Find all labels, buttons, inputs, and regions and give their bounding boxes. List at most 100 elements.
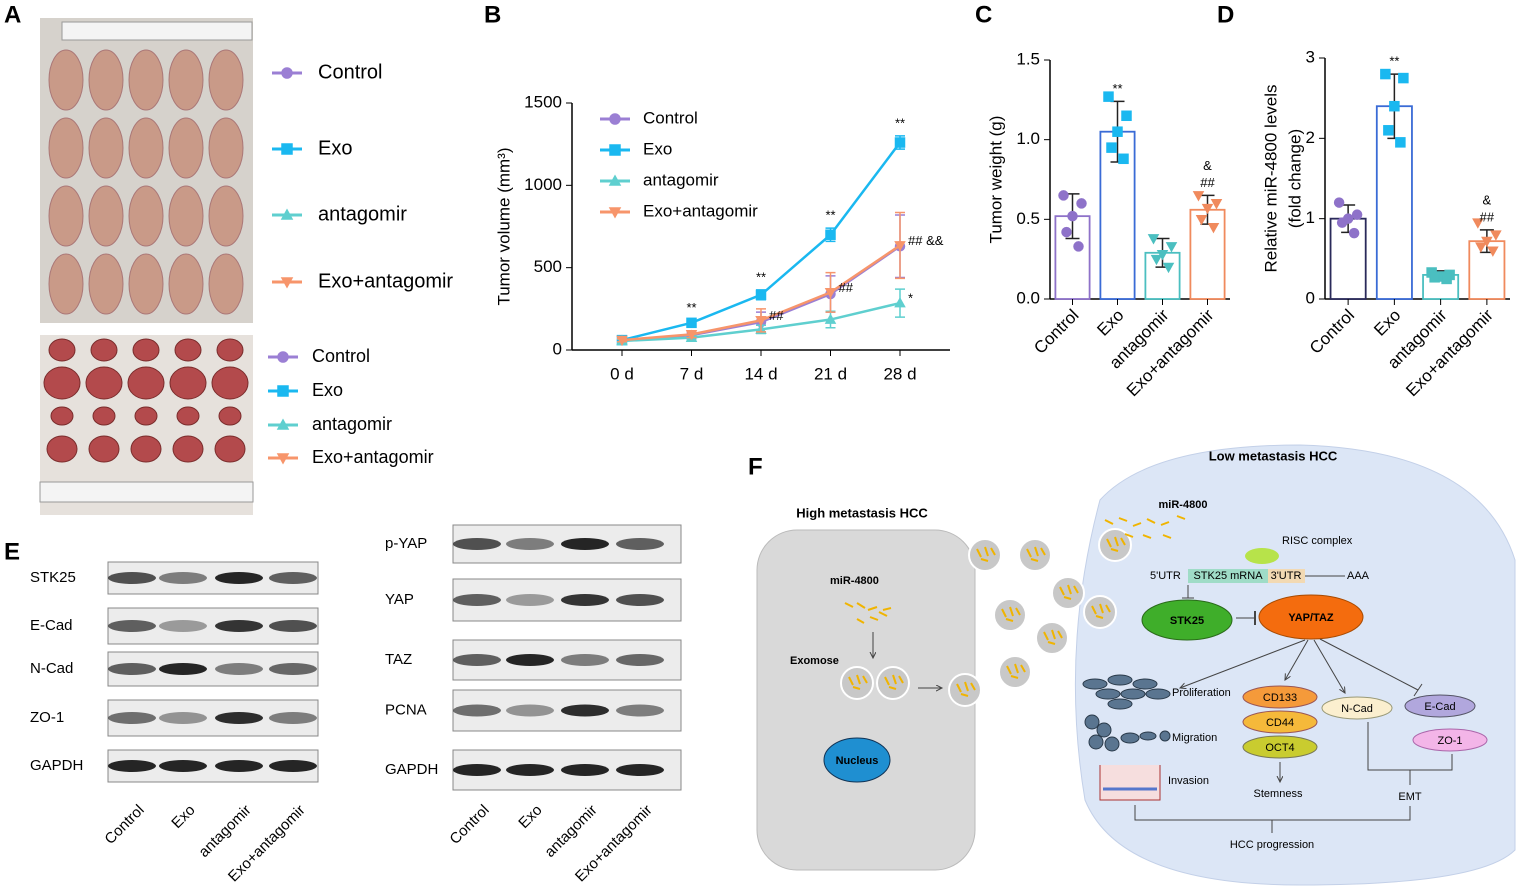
mirna [1001, 606, 1021, 622]
mouse [168, 117, 204, 179]
tumor [127, 366, 165, 400]
x-tick-label: 0 d [610, 364, 634, 383]
mirna [1091, 603, 1111, 619]
mouse [88, 253, 124, 315]
marker [1441, 273, 1452, 285]
blot-label: GAPDH [30, 757, 83, 774]
label: AAA [1347, 570, 1370, 582]
mouse [48, 253, 84, 315]
mouse [128, 253, 164, 315]
label: 5'UTR [1150, 570, 1181, 582]
blot-label: TAZ [385, 651, 412, 668]
label: OCT4 [1265, 742, 1294, 754]
annotation: ** [686, 300, 696, 315]
mouse [88, 49, 124, 111]
marker [281, 143, 293, 155]
label: Migration [1172, 732, 1217, 744]
vesicle [1018, 538, 1052, 572]
band [616, 764, 664, 776]
y-axis-label: Relative miR-4800 levels [1261, 84, 1280, 272]
marker [1242, 735, 1318, 759]
band [269, 760, 317, 772]
mouse [48, 49, 84, 111]
panel-label: B [484, 1, 501, 28]
panel-label: D [1217, 1, 1234, 28]
marker [280, 208, 294, 220]
marker [1395, 137, 1406, 148]
marker [1336, 217, 1348, 228]
vesicle [876, 666, 910, 700]
cells [1082, 674, 1171, 752]
blot-label: STK25 [30, 569, 76, 586]
band [616, 654, 664, 666]
band [269, 712, 317, 724]
band [561, 764, 609, 776]
nucleus [823, 737, 891, 783]
marker [1412, 728, 1488, 752]
mouse [168, 49, 204, 111]
vesicle [998, 655, 1032, 689]
yaptaz [1258, 594, 1364, 640]
x-tick-label: Exo [1093, 306, 1127, 340]
tumor [46, 435, 78, 463]
label: ZO-1 [1437, 735, 1462, 747]
tumor [172, 435, 204, 463]
annotation: ## [839, 280, 854, 295]
label: Exomose [790, 655, 839, 667]
tumor [88, 435, 120, 463]
label: N-Cad [1341, 703, 1373, 715]
ruler [61, 21, 253, 41]
marker [1333, 197, 1345, 208]
marker [609, 113, 621, 125]
legend-label: Exo+antagomir [643, 201, 758, 220]
marker [1067, 210, 1078, 222]
tumor [214, 435, 246, 463]
marker [1192, 191, 1205, 202]
tumor [132, 338, 160, 362]
panel-label: A [4, 1, 21, 28]
arrow [1285, 639, 1309, 680]
marker [1380, 68, 1391, 80]
label: E-Cad [1424, 701, 1455, 713]
marker [755, 316, 767, 327]
band [215, 620, 263, 632]
mouse [208, 253, 244, 315]
marker [685, 330, 698, 341]
blot-label: GAPDH [385, 761, 438, 778]
mirna [1104, 515, 1186, 539]
y-axis-label: Tumor volume (mm³) [494, 147, 513, 305]
vesicle [968, 538, 1002, 572]
marker [1150, 254, 1163, 266]
ruler [39, 481, 254, 503]
mirna [844, 602, 892, 624]
band [506, 764, 554, 776]
annotation: ** [756, 269, 766, 284]
mouse [208, 185, 244, 247]
band [269, 663, 317, 675]
label: YAP/TAZ [1288, 612, 1334, 624]
band [453, 538, 501, 550]
marker [1165, 242, 1178, 253]
y-tick-label: 1500 [524, 92, 562, 111]
annotation: & [1203, 158, 1212, 173]
mouse [168, 253, 204, 315]
vesicle [1083, 595, 1117, 629]
band [159, 712, 207, 724]
marker [616, 335, 628, 347]
marker [824, 313, 837, 324]
band [215, 572, 263, 584]
y-tick-label: 0.5 [1016, 209, 1040, 228]
band [159, 572, 207, 584]
band [506, 594, 554, 606]
marker [276, 453, 290, 465]
annotation: ** [825, 208, 835, 223]
mirna [884, 674, 904, 690]
x-tick-label: 14 d [744, 364, 777, 383]
arrow [1180, 639, 1306, 688]
lane-label: Exo [515, 802, 545, 832]
inhibit [1319, 638, 1419, 691]
marker [277, 351, 289, 363]
marker [1404, 694, 1476, 718]
band [108, 712, 156, 724]
band [561, 654, 609, 666]
